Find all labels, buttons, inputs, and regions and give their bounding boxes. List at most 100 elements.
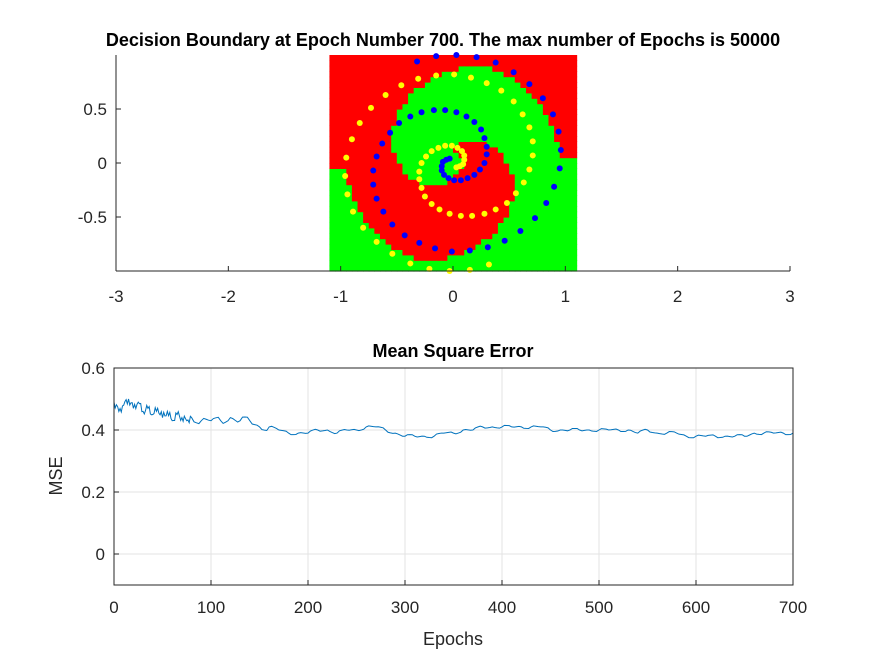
region-cell-red [520,76,527,83]
region-cell-red [559,114,566,121]
region-cell-red [379,98,387,105]
region-cell-red [570,146,578,153]
region-cell-green [441,119,448,126]
region-cell-red [492,65,499,72]
region-cell-green [475,136,482,142]
region-cell-green [537,244,544,250]
region-cell-red [396,92,404,99]
region-cell-green [537,260,544,267]
region-cell-red [379,136,387,142]
region-cell-green [526,136,533,142]
region-cell-red [481,60,488,67]
region-cell-green [509,119,516,126]
region-cell-red [329,71,336,78]
region-cell-red [391,152,398,159]
mse-line [113,398,794,439]
region-cell-red [329,55,336,61]
region-cell-red [570,92,578,99]
region-cell-red [335,130,342,137]
region-cell-red [424,249,432,256]
region-cell-red [570,103,578,110]
region-cell-green [340,217,347,223]
region-cell-green [520,265,527,272]
region-cell-red [419,233,426,240]
region-cell-red [436,244,443,250]
region-cell-green [374,260,381,267]
region-cell-green [385,265,392,272]
region-cell-red [419,222,426,229]
region-cell-green [335,211,342,218]
region-cell-green [430,179,437,186]
region-cell-green [464,136,471,142]
blue-class-point [370,181,377,188]
region-cell-green [503,254,510,261]
region-cell-green [402,168,409,175]
region-cell-red [379,195,387,202]
region-cell-green [430,141,437,148]
region-cell-red [346,163,353,169]
region-cell-green [441,98,448,105]
region-cell-green [441,168,448,175]
region-cell-red [396,233,404,240]
region-cell-green [357,222,364,229]
region-cell-green [396,265,404,272]
region-cell-green [346,227,353,234]
region-cell-green [335,179,342,186]
region-cell-red [335,152,342,159]
region-cell-red [374,179,381,186]
region-cell-green [408,168,415,175]
region-cell-green [329,249,336,256]
region-cell-red [408,184,415,191]
region-cell-green [520,195,527,202]
region-cell-red [391,233,398,240]
region-cell-green [340,168,347,175]
region-cell-green [335,173,342,180]
region-cell-red [351,71,359,78]
region-cell-red [374,119,381,126]
region-cell-red [419,254,426,261]
region-cell-green [453,157,460,164]
region-cell-green [537,265,544,272]
region-cell-green [453,87,460,94]
region-cell-red [379,71,387,78]
top-x-tick-label: 3 [785,287,794,306]
region-cell-green [509,92,516,99]
region-cell-green [408,141,415,148]
region-cell-red [537,71,544,78]
region-cell-red [464,184,471,191]
region-cell-red [542,109,550,115]
region-cell-red [329,98,336,105]
region-cell-red [453,195,460,202]
region-cell-green [559,179,566,186]
region-cell-red [351,125,359,132]
region-cell-red [554,114,561,121]
region-cell-green [424,82,432,88]
region-cell-red [385,195,392,202]
region-cell-green [458,125,465,132]
region-cell-green [441,103,448,110]
region-cell-green [492,125,499,132]
region-cell-green [514,211,521,218]
region-cell-red [497,157,505,164]
region-cell-red [396,60,404,67]
region-cell-green [363,238,370,245]
region-cell-green [565,211,572,218]
region-cell-red [548,71,555,78]
region-cell-red [492,190,499,196]
region-cell-green [554,217,561,223]
region-cell-red [402,98,409,105]
region-cell-red [374,76,381,83]
region-cell-green [520,206,527,213]
region-cell-red [554,71,561,78]
mse-y-tick-label: 0.4 [81,421,105,440]
region-cell-green [335,184,342,191]
region-cell-red [548,65,555,72]
region-cell-red [497,173,505,180]
region-cell-red [396,65,404,72]
region-cell-green [351,227,359,234]
region-cell-red [481,179,488,186]
region-cell-green [475,65,482,72]
region-cell-green [413,114,420,121]
region-cell-green [363,227,370,234]
region-cell-red [379,179,387,186]
